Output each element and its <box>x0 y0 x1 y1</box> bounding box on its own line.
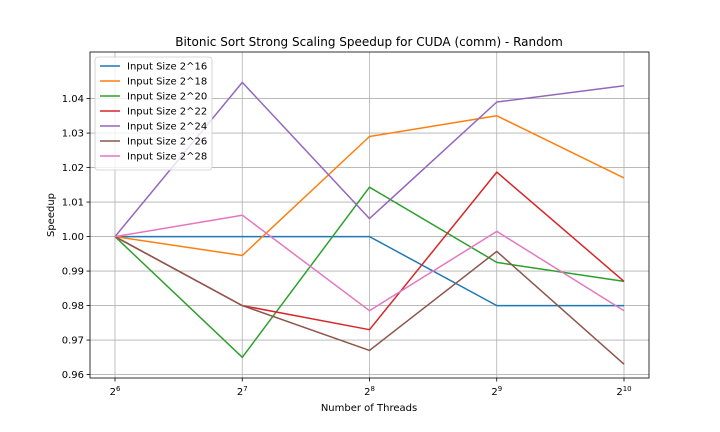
legend-entry-label: Input Size 2^28 <box>127 152 207 163</box>
legend-entry-label: Input Size 2^22 <box>127 107 207 118</box>
y-tick-label: 1.03 <box>62 129 84 140</box>
legend-entry-label: Input Size 2^24 <box>127 122 207 133</box>
series-line-3 <box>114 186 625 359</box>
series-line-6 <box>114 235 625 365</box>
legend-entry-label: Input Size 2^20 <box>127 92 207 103</box>
x-axis-ticks: 26 27 28 29 210 <box>110 378 632 398</box>
legend-entry-label: Input Size 2^26 <box>127 137 207 148</box>
y-tick-label: 1.02 <box>62 163 84 174</box>
x-tick-label: 26 <box>110 385 121 398</box>
x-tick-label: 29 <box>491 385 502 398</box>
x-axis-label: Number of Threads <box>321 403 417 414</box>
y-tick-label: 0.97 <box>62 336 84 347</box>
legend-entry-label: Input Size 2^16 <box>127 62 207 73</box>
legend-box <box>94 56 213 171</box>
series-line-7 <box>114 214 625 312</box>
y-axis-label: Speedup <box>46 193 57 237</box>
x-tick-label: 210 <box>616 385 631 398</box>
y-tick-label: 0.99 <box>62 267 84 278</box>
chart-title: Bitonic Sort Strong Scaling Speedup for … <box>175 35 563 49</box>
x-tick-label: 28 <box>364 385 375 398</box>
series-line-1 <box>115 235 624 307</box>
legend: Input Size 2^16 Input Size 2^18 Input Size… <box>94 56 213 171</box>
legend-entry-label: Input Size 2^18 <box>127 77 207 88</box>
y-tick-label: 1.00 <box>62 232 84 243</box>
series-line-2 <box>114 115 625 257</box>
y-axis-ticks: 0.96 0.97 0.98 0.99 1.00 1.01 1.02 1.03 1.04 <box>62 94 90 381</box>
x-tick-label: 27 <box>237 385 248 398</box>
y-tick-label: 1.04 <box>62 94 84 105</box>
y-tick-label: 1.01 <box>62 198 84 209</box>
y-tick-label: 0.96 <box>62 370 84 381</box>
y-tick-label: 0.98 <box>62 301 84 312</box>
